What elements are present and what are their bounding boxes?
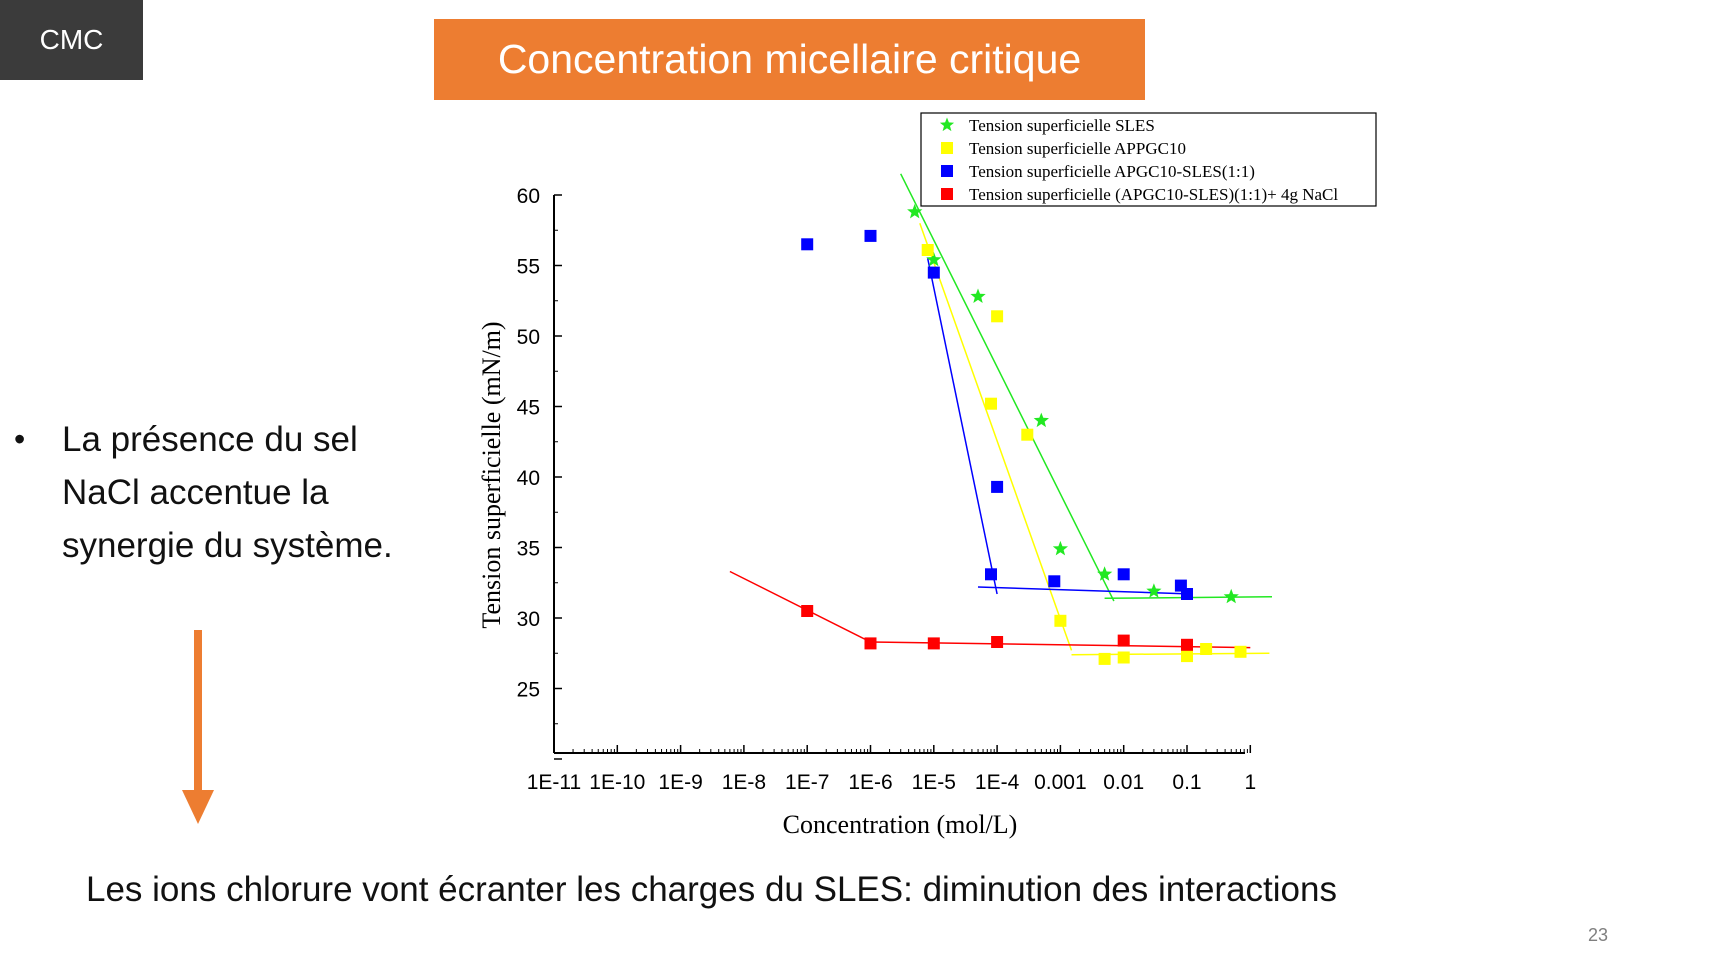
legend-marker xyxy=(941,165,953,177)
data-point-star xyxy=(970,288,986,303)
data-point-square xyxy=(1054,614,1067,627)
data-point-square xyxy=(1200,643,1213,655)
y-tick-label: 50 xyxy=(517,326,540,349)
legend-marker xyxy=(939,117,955,132)
x-axis-label: Concentration (mol/L) xyxy=(783,810,1018,839)
fit-line xyxy=(900,173,1115,602)
y-tick-label: 60 xyxy=(517,185,540,208)
y-tick-label: 55 xyxy=(517,256,540,279)
legend-label: Tension superficielle APGC10-SLES(1:1) xyxy=(969,162,1255,181)
data-point-square xyxy=(1021,428,1034,441)
x-tick-label: 1E-10 xyxy=(589,771,645,794)
data-point-square xyxy=(985,568,997,581)
data-points xyxy=(801,203,1247,665)
y-tick-label: 45 xyxy=(517,397,540,420)
conclusion-text: Les ions chlorure vont écranter les char… xyxy=(86,870,1337,909)
data-point-square xyxy=(1117,568,1130,581)
y-tick-label: 40 xyxy=(517,467,540,490)
data-point-square xyxy=(1234,645,1247,658)
bullet-text: La présence du sel NaCl accentue la syne… xyxy=(62,420,393,565)
x-tick-label: 1 xyxy=(1244,771,1256,794)
fit-line xyxy=(919,222,1073,651)
legend-label: Tension superficielle (APGC10-SLES)(1:1)… xyxy=(969,185,1338,204)
data-point-square xyxy=(991,480,1004,493)
data-point-square xyxy=(1181,638,1193,651)
x-tick-label: 1E-9 xyxy=(658,771,702,794)
chart-axes xyxy=(553,195,1245,754)
y-tick-label: 25 xyxy=(517,679,540,702)
legend-marker xyxy=(941,142,953,154)
y-axis-label: Tension superficielle (mN/m) xyxy=(477,321,506,628)
data-point-star xyxy=(1223,588,1239,604)
down-arrow-icon xyxy=(182,630,214,824)
legend: Tension superficielle SLES Tension superf… xyxy=(920,112,1377,207)
data-point-square xyxy=(991,636,1004,648)
x-tick-label: 1E-11 xyxy=(527,771,581,794)
y-tick-label: 35 xyxy=(517,538,540,561)
x-tick-label: 0.1 xyxy=(1172,771,1201,794)
x-tick-label: 1E-5 xyxy=(912,771,956,794)
data-point-square xyxy=(1117,634,1130,647)
data-point-square xyxy=(991,310,1004,323)
bullet-dot: • xyxy=(14,421,26,457)
x-tick-label: 1E-6 xyxy=(848,771,892,794)
data-point-square xyxy=(1181,588,1193,600)
page-number: 23 xyxy=(1588,925,1609,945)
y-tick-label: 30 xyxy=(517,608,540,631)
legend-label: Tension superficielle SLES xyxy=(969,116,1155,135)
fit-line xyxy=(870,641,1251,649)
x-tick-label: 0.001 xyxy=(1034,771,1087,794)
section-tag: CMC xyxy=(0,0,143,80)
data-point-star xyxy=(1052,540,1068,556)
x-tick-label: 1E-8 xyxy=(722,771,766,794)
axis-ticks: 1E-11 1E-10 1E-9 1E-8 1E-7 1E-6 1E-5 1E-4 0.001 0… xyxy=(517,185,1257,794)
data-point-square xyxy=(864,637,877,650)
data-point-star xyxy=(1097,566,1113,581)
x-tick-label: 1E-4 xyxy=(975,771,1020,794)
data-point-square xyxy=(801,238,814,251)
slide-title: Concentration micellaire critique xyxy=(434,19,1145,100)
data-point-square xyxy=(1098,652,1111,665)
data-point-square xyxy=(1181,650,1193,663)
data-point-star xyxy=(1146,583,1162,598)
legend-label: Tension superficielle APPGC10 xyxy=(969,139,1186,158)
data-point-square xyxy=(801,605,814,617)
data-point-star xyxy=(1033,412,1049,428)
legend-marker xyxy=(941,188,953,200)
data-point-square xyxy=(864,229,877,242)
fit-line xyxy=(729,570,871,643)
fit-line xyxy=(926,258,998,595)
data-point-star xyxy=(907,203,923,219)
data-point-square xyxy=(1117,651,1130,664)
fit-line xyxy=(977,586,1193,595)
x-tick-label: 0.01 xyxy=(1103,771,1144,794)
data-point-square xyxy=(927,637,940,650)
data-point-square xyxy=(985,397,997,410)
x-tick-label: 1E-7 xyxy=(785,771,829,794)
data-point-square xyxy=(927,266,940,279)
data-point-square xyxy=(1048,575,1061,588)
data-point-star xyxy=(926,251,942,267)
legend-box xyxy=(920,112,1377,207)
data-point-square xyxy=(921,244,934,256)
